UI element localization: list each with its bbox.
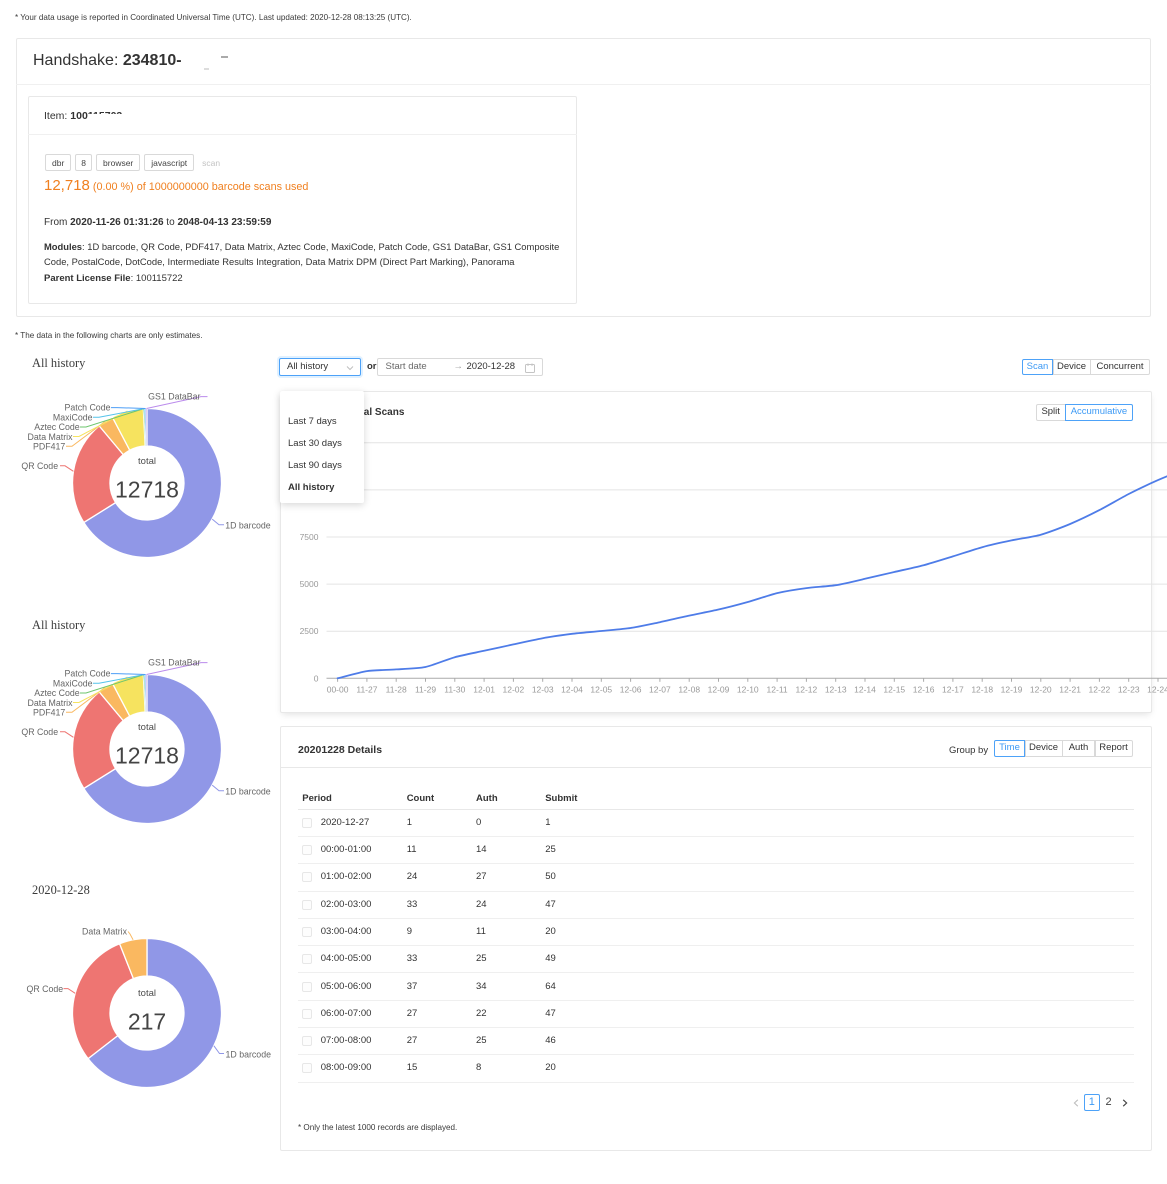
svg-text:QR Code: QR Code (27, 984, 64, 994)
svg-text:217: 217 (128, 1008, 166, 1034)
svg-text:QR Code: QR Code (21, 461, 58, 471)
svg-text:11-27: 11-27 (356, 684, 377, 694)
svg-text:MaxiCode: MaxiCode (53, 412, 93, 422)
svg-text:12-16: 12-16 (913, 684, 935, 694)
svg-text:12-11: 12-11 (767, 684, 788, 694)
svg-text:total: total (138, 988, 156, 999)
svg-text:5000: 5000 (300, 579, 319, 589)
svg-text:12-02: 12-02 (503, 684, 525, 694)
svg-text:1D barcode: 1D barcode (225, 520, 271, 530)
svg-text:12-21: 12-21 (1059, 684, 1081, 694)
svg-text:7500: 7500 (300, 532, 319, 542)
svg-text:PDF417: PDF417 (33, 442, 65, 452)
svg-text:Data Matrix: Data Matrix (28, 698, 74, 708)
svg-text:12718: 12718 (115, 742, 179, 768)
svg-text:Aztec Code: Aztec Code (34, 422, 80, 432)
svg-text:1D barcode: 1D barcode (225, 786, 271, 796)
svg-text:Aztec Code: Aztec Code (34, 688, 80, 698)
svg-text:MaxiCode: MaxiCode (53, 678, 93, 688)
svg-text:GS1 DataBar: GS1 DataBar (148, 658, 200, 668)
svg-text:PDF417: PDF417 (33, 708, 65, 718)
svg-text:12-09: 12-09 (708, 684, 730, 694)
svg-text:total: total (138, 456, 156, 467)
svg-text:12718: 12718 (115, 476, 179, 502)
svg-text:1D barcode: 1D barcode (226, 1050, 272, 1060)
svg-text:12-14: 12-14 (854, 684, 876, 694)
svg-text:0: 0 (314, 673, 319, 683)
svg-text:2500: 2500 (300, 626, 319, 636)
svg-text:12-24: 12-24 (1147, 684, 1167, 694)
svg-text:12-12: 12-12 (796, 684, 818, 694)
svg-text:12-06: 12-06 (620, 684, 642, 694)
svg-text:11-29: 11-29 (415, 684, 436, 694)
svg-text:QR Code: QR Code (21, 727, 58, 737)
svg-text:12-17: 12-17 (942, 684, 964, 694)
svg-text:total: total (138, 722, 156, 733)
svg-text:Patch Code: Patch Code (65, 403, 111, 413)
svg-text:12-07: 12-07 (649, 684, 671, 694)
svg-text:GS1 DataBar: GS1 DataBar (148, 392, 200, 402)
svg-text:Data Matrix: Data Matrix (82, 926, 128, 936)
svg-text:12-22: 12-22 (1089, 684, 1111, 694)
svg-text:12-05: 12-05 (590, 684, 612, 694)
svg-text:12-19: 12-19 (1001, 684, 1023, 694)
svg-text:12-23: 12-23 (1118, 684, 1140, 694)
svg-text:Data Matrix: Data Matrix (28, 432, 74, 442)
svg-text:11-28: 11-28 (386, 684, 407, 694)
svg-text:Patch Code: Patch Code (65, 669, 111, 679)
svg-text:12-01: 12-01 (473, 684, 495, 694)
svg-text:12-04: 12-04 (561, 684, 583, 694)
svg-text:12-20: 12-20 (1030, 684, 1052, 694)
svg-text:12-03: 12-03 (532, 684, 554, 694)
svg-text:12-13: 12-13 (825, 684, 847, 694)
svg-text:00-00: 00-00 (327, 684, 349, 694)
svg-text:12-08: 12-08 (678, 684, 700, 694)
svg-text:12-10: 12-10 (737, 684, 759, 694)
svg-text:11-30: 11-30 (444, 684, 465, 694)
svg-text:12-15: 12-15 (883, 684, 905, 694)
svg-text:12-18: 12-18 (971, 684, 993, 694)
